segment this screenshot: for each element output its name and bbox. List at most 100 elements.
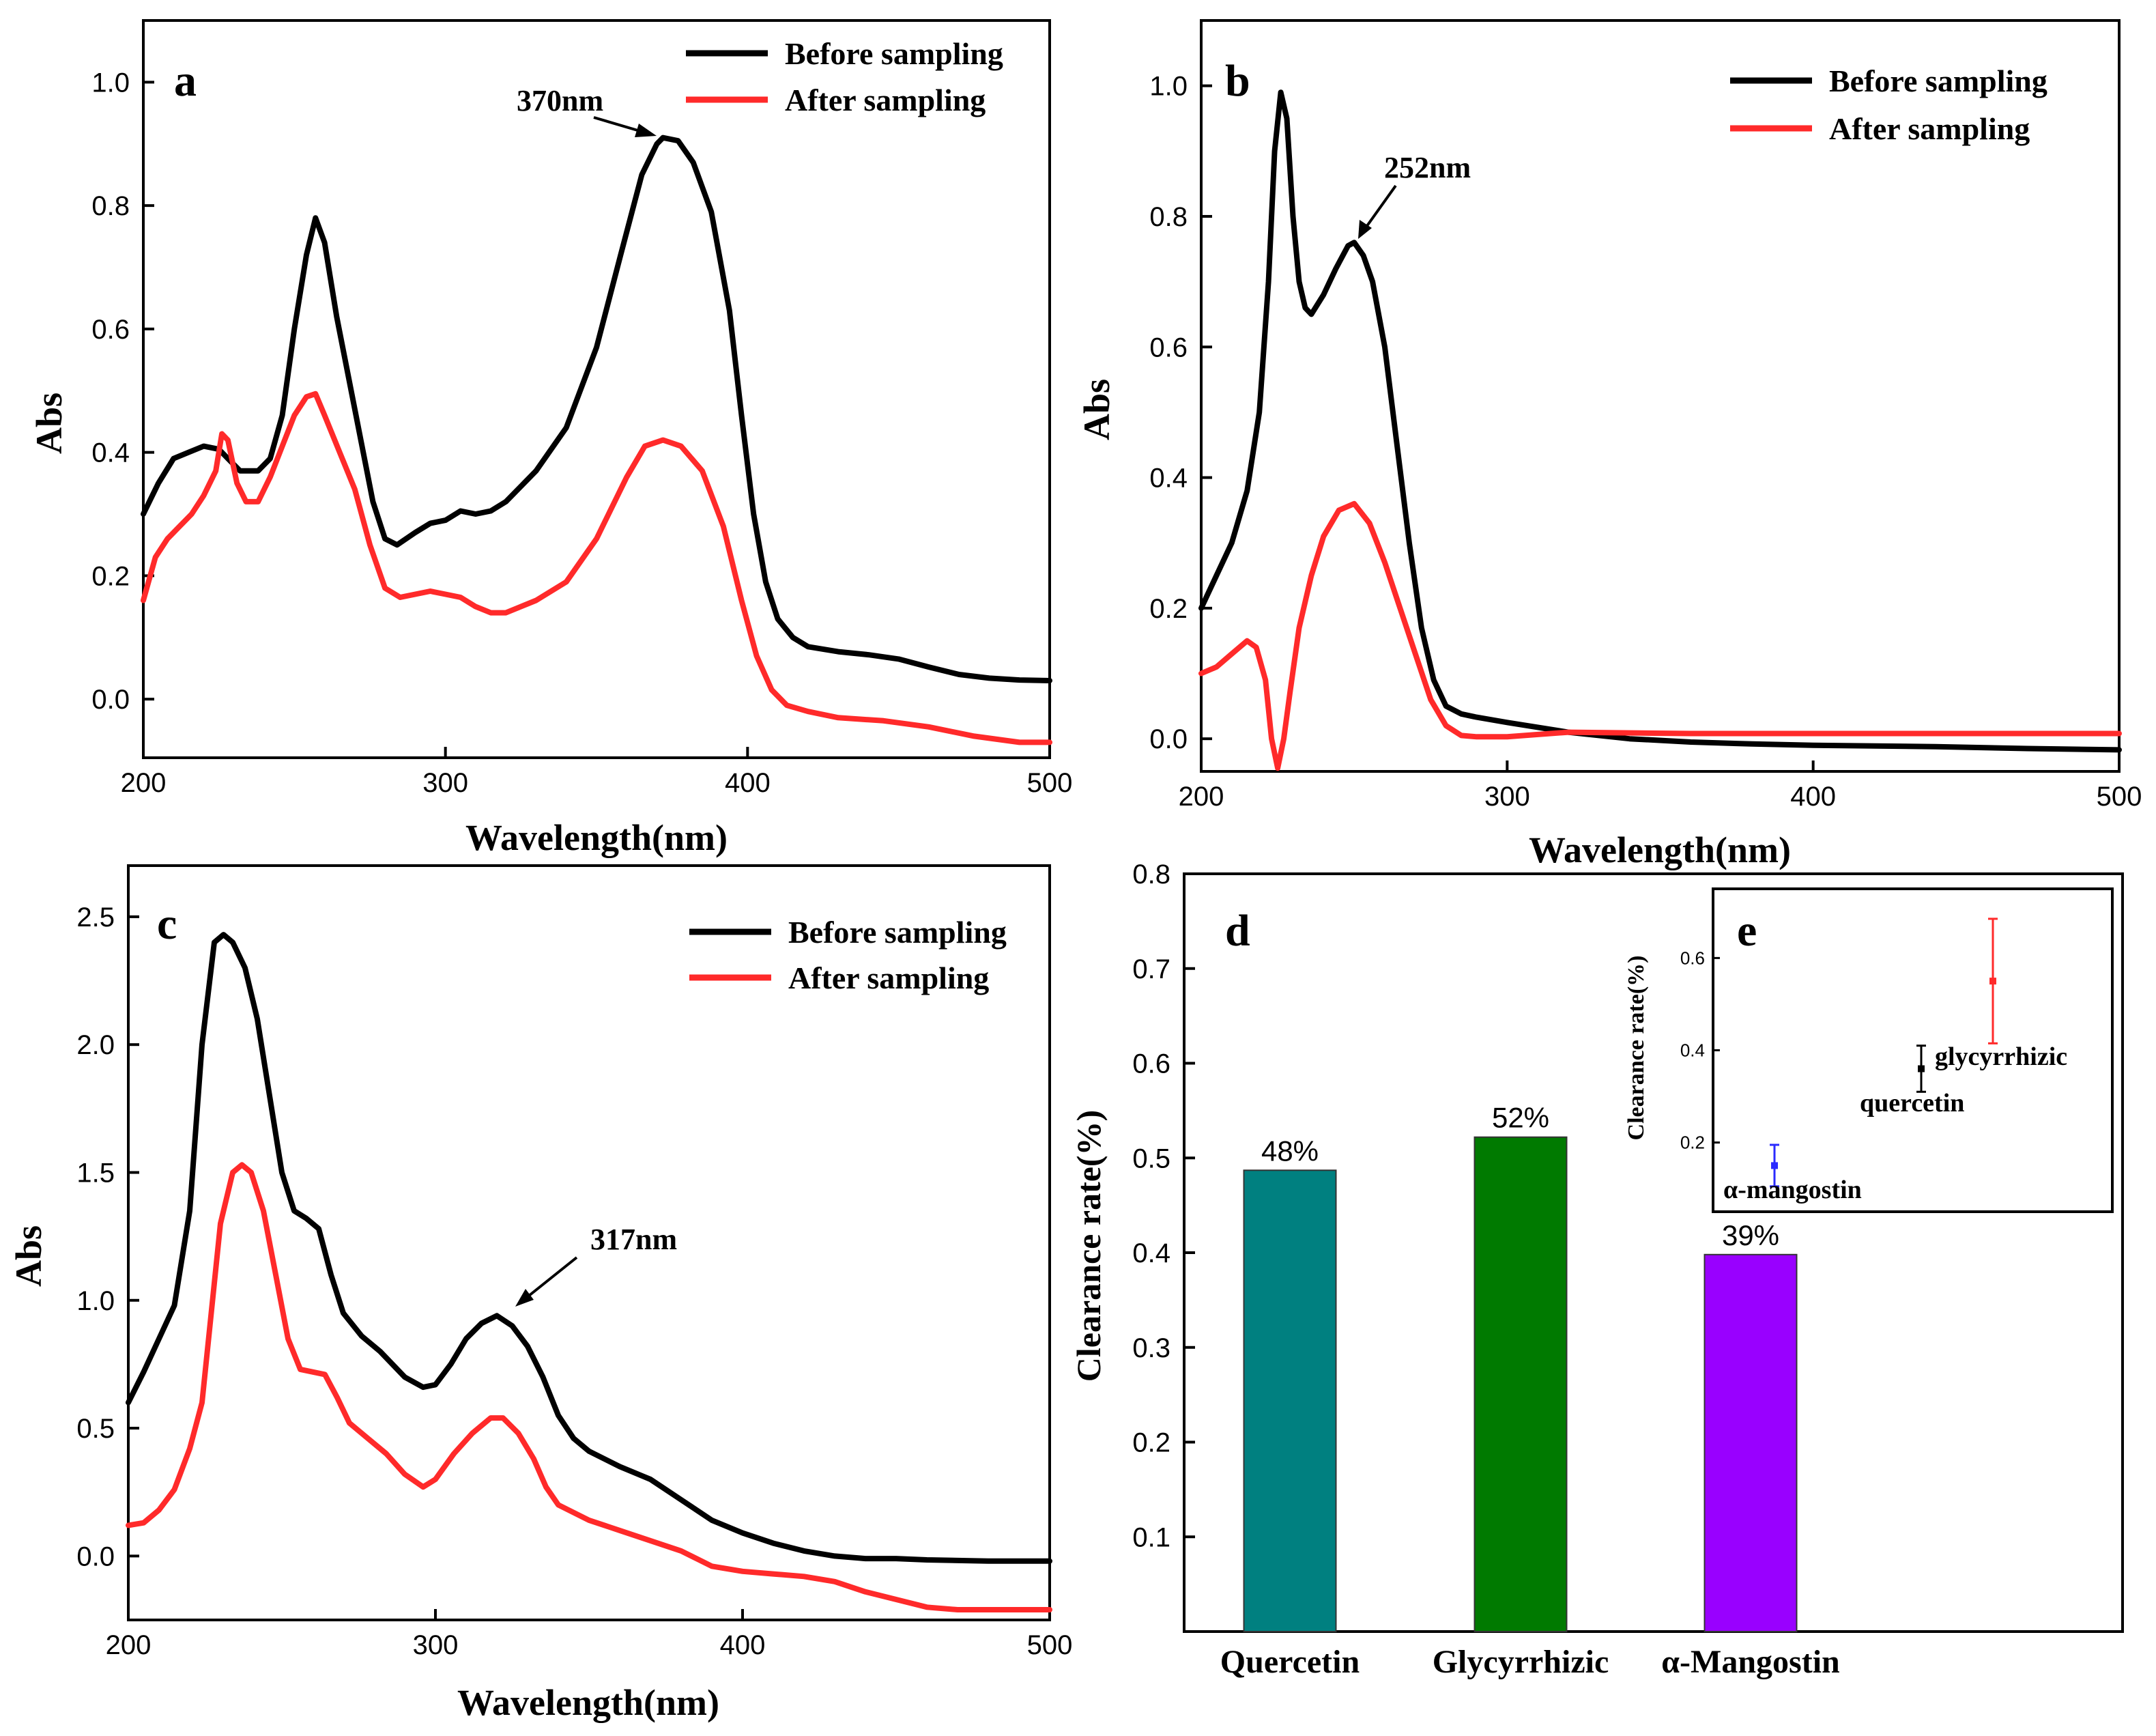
panel-c-annotation: 317nm xyxy=(590,1223,677,1256)
panel-e-inset: 0.2 0.4 0.6 α-mangostin quercetin glycyrrhiz… xyxy=(1624,887,2114,1213)
panel-e-point-2 xyxy=(1989,978,1996,985)
panel-c-legend-after: After sampling xyxy=(788,961,989,995)
panel-c-ytick-label-2: 1.0 xyxy=(76,1286,115,1316)
panel-a-ytick-label-4: 0.8 xyxy=(91,191,130,221)
panel-d-letter: d xyxy=(1225,906,1250,956)
panel-a: 200 300 400 500 0.0 0.2 0.4 0.6 0.8 1.0 a Before … xyxy=(29,19,1072,858)
panel-c-series-before xyxy=(126,932,1052,1564)
panel-b-legend-after: After sampling xyxy=(1829,111,2030,146)
panel-b-letter: b xyxy=(1225,56,1250,106)
panel-a-xtick-label-1: 300 xyxy=(422,768,468,798)
panel-d-ytick-label-7: 0.8 xyxy=(1132,859,1170,890)
panel-a-ytick-label-5: 1.0 xyxy=(91,68,130,98)
panel-a-ytick-label-3: 0.6 xyxy=(91,315,130,345)
panel-a-ticks: 200 300 400 500 0.0 0.2 0.4 0.6 0.8 1.0 xyxy=(91,68,1072,798)
panel-a-annotation: 370nm xyxy=(517,84,603,117)
panel-c-legend-before: Before sampling xyxy=(788,915,1007,950)
panel-c-xtick-label-2: 400 xyxy=(720,1630,766,1660)
panel-a-ylabel: Abs xyxy=(29,393,70,454)
panel-c-series-after xyxy=(126,1162,1052,1612)
panel-b-series xyxy=(1198,89,2122,771)
panel-d-bar-value-0: 48% xyxy=(1261,1135,1319,1167)
panel-c-series xyxy=(126,932,1052,1612)
panel-b-xlabel: Wavelength(nm) xyxy=(1529,829,1791,870)
panel-c-frame xyxy=(127,864,1051,1621)
panel-e-letter: e xyxy=(1737,906,1757,956)
panel-b-xtick-label-0: 200 xyxy=(1179,782,1224,812)
panel-c-xtick-label-1: 300 xyxy=(413,1630,459,1660)
panel-e-point-0 xyxy=(1771,1162,1778,1169)
panel-b-series-before xyxy=(1198,89,2122,753)
panel-d-ytick-label-0: 0.1 xyxy=(1132,1522,1170,1552)
panel-b-ytick-label-5: 1.0 xyxy=(1149,72,1188,102)
panel-a-ytick-label-2: 0.4 xyxy=(91,438,130,468)
panel-d-bar-value-2: 39% xyxy=(1722,1219,1779,1251)
panel-d-ylabel: Clearance rate(%) xyxy=(1069,1110,1108,1382)
panel-b-annotation-arrow xyxy=(1358,184,1397,239)
panel-d-ytick-label-2: 0.3 xyxy=(1132,1333,1170,1363)
panel-b-annotation: 252nm xyxy=(1384,151,1471,184)
panel-a-xtick-label-0: 200 xyxy=(121,768,167,798)
panel-d-bars: 48% Quercetin 52% Glycyrrhizic 39% α-Mangosti… xyxy=(1220,1102,1840,1680)
panel-b-legend-before: Before sampling xyxy=(1829,63,2047,98)
panel-b-xtick-label-3: 500 xyxy=(2097,782,2142,812)
panel-a-ytick-label-0: 0.0 xyxy=(91,685,130,715)
panel-a-frame xyxy=(142,19,1051,759)
panel-c: 200 300 400 500 0.0 0.5 1.0 1.5 2.0 2.5 c Before … xyxy=(8,864,1072,1723)
panel-d-bar-value-1: 52% xyxy=(1492,1102,1549,1134)
panel-d-ytick-label-4: 0.5 xyxy=(1132,1143,1170,1173)
panel-d-category-0: Quercetin xyxy=(1220,1644,1360,1680)
panel-d-bar-1 xyxy=(1474,1136,1568,1632)
panel-c-ylabel: Abs xyxy=(8,1225,49,1287)
panel-c-ticks: 200 300 400 500 0.0 0.5 1.0 1.5 2.0 2.5 xyxy=(76,902,1072,1660)
panel-d-ytick-label-5: 0.6 xyxy=(1132,1049,1170,1079)
panel-e-ytick-label-2: 0.6 xyxy=(1680,948,1705,968)
panel-a-legend-before: Before sampling xyxy=(785,36,1003,71)
panel-c-xtick-label-0: 200 xyxy=(106,1630,152,1660)
panel-b-xtick-label-2: 400 xyxy=(1790,782,1836,812)
panel-c-letter: c xyxy=(157,899,177,949)
panel-d: 0.1 0.2 0.3 0.4 0.5 0.6 0.7 0.8 48% Quercetin 52%… xyxy=(1069,859,2124,1680)
panel-e-ylabel: Clearance rate(%) xyxy=(1624,956,1649,1141)
panel-e-point-label-1: quercetin xyxy=(1860,1089,1964,1118)
panel-e-point-1 xyxy=(1918,1065,1925,1072)
panel-b-frame xyxy=(1200,19,2121,773)
panel-d-ytick-label-6: 0.7 xyxy=(1132,954,1170,984)
panel-b-ytick-label-2: 0.4 xyxy=(1149,464,1188,494)
panel-d-ytick-label-3: 0.4 xyxy=(1132,1238,1170,1268)
panel-b-series-after xyxy=(1198,500,2122,771)
panel-a-xtick-label-3: 500 xyxy=(1027,768,1073,798)
panel-c-xlabel: Wavelength(nm) xyxy=(457,1682,719,1723)
panel-d-bar-2 xyxy=(1704,1253,1798,1632)
panel-e-points: α-mangostin quercetin glycyrrhizic xyxy=(1723,917,2067,1204)
panel-e-point-label-0: α-mangostin xyxy=(1723,1176,1862,1204)
panel-e-ticks: 0.2 0.4 0.6 xyxy=(1680,948,1720,1153)
panel-e-ytick-label-0: 0.2 xyxy=(1680,1133,1705,1153)
panel-c-ytick-label-1: 0.5 xyxy=(76,1414,115,1444)
panel-a-series-after xyxy=(141,390,1052,745)
panel-b-xtick-label-1: 300 xyxy=(1484,782,1530,812)
panel-e-ytick-label-1: 0.4 xyxy=(1680,1040,1705,1061)
panel-b: 200 300 400 500 0.0 0.2 0.4 0.6 0.8 1.0 b Before … xyxy=(1076,19,2142,870)
panel-c-annotation-arrow xyxy=(515,1256,578,1307)
panel-a-ytick-label-1: 0.2 xyxy=(91,561,130,591)
panel-d-category-2: α-Mangostin xyxy=(1661,1644,1839,1680)
panel-d-ticks: 0.1 0.2 0.3 0.4 0.5 0.6 0.7 0.8 xyxy=(1132,859,1195,1552)
panel-c-ytick-label-0: 0.0 xyxy=(76,1541,115,1571)
panel-a-xlabel: Wavelength(nm) xyxy=(465,817,728,858)
panel-b-ticks: 200 300 400 500 0.0 0.2 0.4 0.6 0.8 1.0 xyxy=(1149,72,2142,812)
panel-a-annotation-arrow xyxy=(593,116,657,137)
panel-b-ytick-label-4: 0.8 xyxy=(1149,202,1188,232)
panel-a-series-before xyxy=(141,134,1052,683)
panel-a-series xyxy=(141,134,1052,745)
panel-c-ytick-label-4: 2.0 xyxy=(76,1030,115,1060)
panel-b-ytick-label-1: 0.2 xyxy=(1149,594,1188,624)
panel-e-point-label-2: glycyrrhizic xyxy=(1935,1042,2067,1071)
panel-d-ytick-label-1: 0.2 xyxy=(1132,1428,1170,1458)
panel-c-xtick-label-3: 500 xyxy=(1027,1630,1073,1660)
panel-c-ytick-label-3: 1.5 xyxy=(76,1158,115,1188)
panel-c-ytick-label-5: 2.5 xyxy=(76,902,115,933)
panel-a-xtick-label-2: 400 xyxy=(725,768,771,798)
panel-b-ytick-label-3: 0.6 xyxy=(1149,332,1188,362)
